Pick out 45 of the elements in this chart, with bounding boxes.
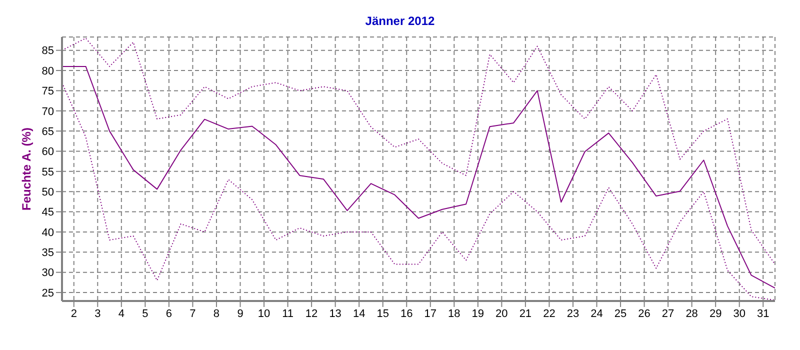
x-tick-label: 17 (424, 308, 437, 320)
x-tick-label: 30 (733, 308, 746, 320)
x-tick-label: 5 (142, 308, 148, 320)
x-tick-label: 8 (213, 308, 220, 320)
x-tick-label: 22 (543, 308, 556, 320)
y-tick-label: 45 (42, 206, 54, 219)
x-tick-label: 13 (329, 308, 342, 320)
y-tick-label: 40 (42, 226, 54, 239)
y-tick-label: 25 (42, 287, 54, 300)
y-tick-label: 70 (42, 106, 54, 118)
x-tick-label: 2 (70, 308, 77, 320)
x-tick-label: 24 (590, 308, 603, 320)
y-tick-label: 50 (42, 186, 54, 199)
y-tick-label: 75 (42, 86, 54, 98)
y-tick-label: 80 (42, 65, 54, 78)
x-tick-label: 9 (237, 308, 244, 320)
x-tick-label: 20 (496, 308, 508, 320)
x-tick-label: 26 (638, 308, 650, 320)
x-tick-label: 15 (376, 308, 389, 320)
x-tick-label: 18 (448, 308, 460, 320)
y-tick-label: 85 (42, 45, 54, 58)
y-tick-label: 55 (42, 166, 54, 178)
x-tick-label: 23 (566, 308, 580, 320)
x-tick-label: 27 (662, 308, 674, 320)
chart-title: Jänner 2012 (364, 14, 436, 28)
x-tick-label: 28 (686, 308, 698, 320)
x-tick-label: 16 (400, 308, 413, 320)
x-tick-label: 21 (519, 308, 532, 320)
x-tick-label: 25 (614, 308, 627, 320)
x-tick-label: 29 (709, 308, 722, 320)
x-tick-label: 31 (756, 308, 770, 320)
x-tick-label: 11 (282, 308, 294, 320)
x-tick-label: 4 (118, 308, 124, 320)
x-tick-label: 7 (190, 308, 196, 320)
x-tick-label: 3 (94, 308, 101, 320)
x-tick-label: 10 (258, 308, 270, 320)
y-tick-label: 65 (42, 126, 54, 138)
x-tick-label: 14 (352, 308, 366, 320)
y-tick-label: 30 (42, 267, 54, 280)
x-tick-label: 19 (472, 308, 484, 320)
x-tick-label: 12 (305, 308, 318, 320)
y-tick-label: 35 (42, 247, 54, 260)
x-tick-label: 6 (166, 308, 172, 320)
y-tick-label: 60 (42, 146, 54, 158)
y-axis-title: Feuchte A. (%) (19, 128, 34, 210)
